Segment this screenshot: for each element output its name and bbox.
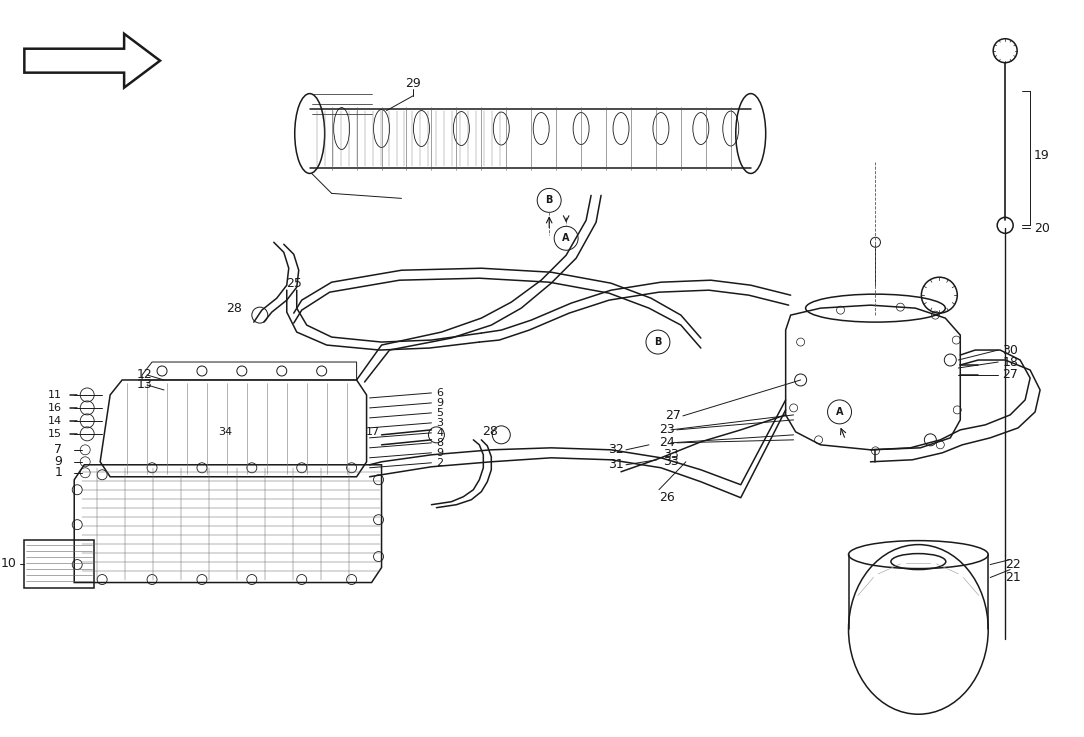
Text: 31: 31 <box>608 458 624 471</box>
Text: 22: 22 <box>1005 558 1021 571</box>
Text: 5: 5 <box>437 408 443 418</box>
Text: A: A <box>836 407 843 417</box>
Text: 4: 4 <box>437 428 443 438</box>
Text: 28: 28 <box>225 301 242 315</box>
Text: 8: 8 <box>437 438 443 448</box>
Text: 16: 16 <box>49 403 62 413</box>
Text: 18: 18 <box>1003 355 1018 368</box>
Text: 21: 21 <box>1005 571 1021 584</box>
Text: 33: 33 <box>663 455 679 468</box>
Text: 15: 15 <box>49 429 62 439</box>
Text: 19: 19 <box>1034 149 1050 162</box>
Text: 34: 34 <box>218 427 232 437</box>
Text: 2: 2 <box>437 458 443 468</box>
Text: 26: 26 <box>659 492 674 504</box>
Text: 9: 9 <box>437 448 443 458</box>
Text: 14: 14 <box>48 416 62 426</box>
Polygon shape <box>24 34 160 88</box>
Text: B: B <box>545 195 553 206</box>
Text: 1: 1 <box>54 467 62 479</box>
Text: 27: 27 <box>1003 368 1018 382</box>
Text: 23: 23 <box>659 423 674 436</box>
Text: 20: 20 <box>1034 222 1050 235</box>
Text: 24: 24 <box>659 436 674 450</box>
Text: 9: 9 <box>437 398 443 408</box>
Text: 11: 11 <box>49 390 62 400</box>
Text: 6: 6 <box>437 388 443 398</box>
Text: 33: 33 <box>663 448 679 461</box>
Text: B: B <box>655 337 661 347</box>
Text: 12: 12 <box>137 368 153 382</box>
Text: 10: 10 <box>0 557 16 570</box>
Text: 30: 30 <box>1003 343 1018 357</box>
Text: 7: 7 <box>54 444 62 456</box>
Text: 25: 25 <box>286 276 301 290</box>
Text: 27: 27 <box>664 409 681 422</box>
Bar <box>24 539 94 587</box>
Text: 13: 13 <box>137 379 153 391</box>
Text: 32: 32 <box>608 444 624 456</box>
Text: A: A <box>563 234 570 243</box>
Text: 3: 3 <box>437 418 443 428</box>
Text: 17: 17 <box>365 427 379 437</box>
Text: 28: 28 <box>482 425 499 439</box>
Text: 29: 29 <box>405 77 422 90</box>
Text: 9: 9 <box>54 455 62 468</box>
